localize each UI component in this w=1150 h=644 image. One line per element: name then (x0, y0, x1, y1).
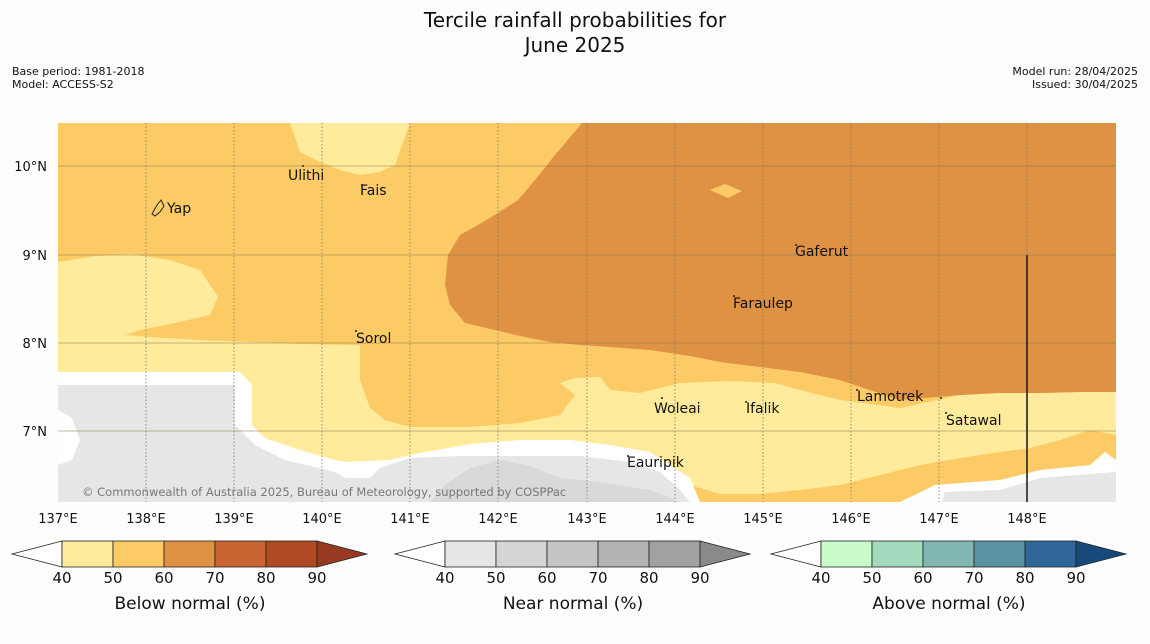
above-normal-segment (973, 540, 1026, 568)
near-normal-tick-label: 50 (486, 569, 505, 587)
below-normal-colorbar: 40 50 60 70 80 90 (10, 540, 369, 587)
below-normal-segment (112, 540, 165, 568)
above-normal-tick-label: 70 (964, 569, 983, 587)
below-normal-over-triangle (316, 540, 369, 568)
base-period-info: Base period: 1981-2018 Model: ACCESS-S2 (12, 65, 144, 91)
below-normal-tick-label: 60 (154, 569, 173, 587)
below-normal-under-triangle (10, 540, 63, 568)
above-normal-tick-label: 40 (811, 569, 830, 587)
lon-label-137e: 137°E (38, 512, 78, 527)
issued-text: Issued: 30/04/2025 (1031, 78, 1138, 91)
meridians (145, 123, 1028, 502)
above-normal-segment (820, 540, 873, 568)
above-normal-tick-label: 90 (1066, 569, 1085, 587)
below-normal-label: Below normal (%) (114, 594, 266, 614)
above-normal-over-triangle (1075, 540, 1128, 568)
near-normal-segment (648, 540, 701, 568)
above-normal-segment (871, 540, 924, 568)
yap-island-icon (151, 199, 165, 217)
lon-label-143e: 143°E (567, 512, 607, 527)
place-satawal: Satawal (946, 413, 1001, 429)
below-normal-tick-label: 90 (307, 569, 326, 587)
above-normal-tick-label: 60 (913, 569, 932, 587)
island-dots (302, 165, 947, 457)
place-woleai: Woleai (654, 401, 701, 417)
place-sorol: Sorol (356, 331, 391, 347)
lon-label-138e: 138°E (126, 512, 166, 527)
above-normal-label: Above normal (%) (872, 594, 1026, 614)
near-normal-over-triangle (699, 540, 752, 568)
lon-label-148e: 148°E (1007, 512, 1047, 527)
near-normal-colorbar: 40 50 60 70 80 90 (393, 540, 752, 587)
below-normal-segment (61, 540, 114, 568)
near-normal-segment (597, 540, 650, 568)
above-normal-tick-label: 80 (1015, 569, 1034, 587)
above-normal-segment (922, 540, 975, 568)
below-normal-segment (214, 540, 267, 568)
lon-label-146e: 146°E (831, 512, 871, 527)
place-faraulep: Faraulep (733, 296, 793, 312)
below-40-50-band-south (58, 254, 1116, 494)
below-normal-segment (163, 540, 216, 568)
lon-label-147e: 147°E (919, 512, 959, 527)
colorbars: 40 50 60 70 80 90 40 50 60 70 80 90 40 50 60 70 80 90 (10, 540, 1128, 587)
lat-label-7n: 7°N (23, 425, 48, 440)
near-normal-under-triangle (393, 540, 446, 568)
title-line-2: June 2025 (524, 33, 626, 57)
near-normal-tick-label: 60 (537, 569, 556, 587)
near-normal-segment (444, 540, 497, 568)
model-text: Model: ACCESS-S2 (12, 78, 114, 91)
model-run-text: Model run: 28/04/2025 (1012, 65, 1138, 78)
base-period-text: Base period: 1981-2018 (12, 65, 145, 78)
near-50-60-patch (430, 460, 680, 502)
lat-label-9n: 9°N (23, 249, 48, 264)
lon-label-144e: 144°E (655, 512, 695, 527)
probability-map: Ulithi Fais Yap Gaferut Faraulep Sorol L… (58, 123, 1116, 502)
model-run-info: Model run: 28/04/2025 Issued: 30/04/2025 (1012, 65, 1138, 91)
lon-label-140e: 140°E (302, 512, 342, 527)
place-gaferut: Gaferut (795, 244, 849, 260)
place-eauripik: Eauripik (627, 455, 685, 471)
place-labels: Ulithi Fais Yap Gaferut Faraulep Sorol L… (166, 168, 1001, 471)
below-normal-tick-label: 80 (256, 569, 275, 587)
below-normal-tick-label: 50 (103, 569, 122, 587)
latitude-labels: 10°N 9°N 8°N 7°N (14, 160, 47, 440)
place-ulithi: Ulithi (288, 168, 324, 184)
near-normal-tick-label: 40 (435, 569, 454, 587)
near-normal-segment (546, 540, 599, 568)
below-60-70-region (445, 123, 1116, 400)
below-normal-segment (265, 540, 318, 568)
place-yap: Yap (166, 201, 191, 217)
near-normal-tick-label: 70 (588, 569, 607, 587)
above-normal-segment (1024, 540, 1077, 568)
map-title: Tercile rainfall probabilities for June … (0, 8, 1150, 58)
parallels (58, 165, 1116, 432)
place-fais: Fais (360, 183, 387, 199)
below-50-60-patch (710, 184, 742, 198)
lat-label-8n: 8°N (23, 337, 48, 352)
near-40-50-region-east (942, 472, 1116, 502)
near-normal-tick-label: 90 (690, 569, 709, 587)
below-normal-tick-label: 70 (205, 569, 224, 587)
lon-label-142e: 142°E (478, 512, 518, 527)
near-normal-tick-label: 80 (639, 569, 658, 587)
near-normal-label: Near normal (%) (502, 594, 644, 614)
longitude-labels: 137°E 138°E 139°E 140°E 141°E 142°E 143°… (38, 512, 1047, 527)
lat-label-10n: 10°N (14, 160, 47, 175)
above-normal-under-triangle (769, 540, 822, 568)
above-normal-colorbar: 40 50 60 70 80 90 (769, 540, 1128, 587)
lon-label-139e: 139°E (214, 512, 254, 527)
above-normal-tick-label: 50 (862, 569, 881, 587)
below-40-50-patch-ifalik (690, 383, 738, 410)
lon-label-145e: 145°E (743, 512, 783, 527)
below-normal-tick-label: 40 (52, 569, 71, 587)
title-line-1: Tercile rainfall probabilities for (423, 8, 727, 32)
place-lamotrek: Lamotrek (857, 389, 924, 405)
near-normal-segment (495, 540, 548, 568)
copyright-note: © Commonwealth of Australia 2025, Bureau… (82, 485, 566, 499)
below-40-50-patch-north (290, 123, 410, 175)
lon-label-141e: 141°E (390, 512, 430, 527)
place-ifalik: Ifalik (746, 401, 780, 417)
